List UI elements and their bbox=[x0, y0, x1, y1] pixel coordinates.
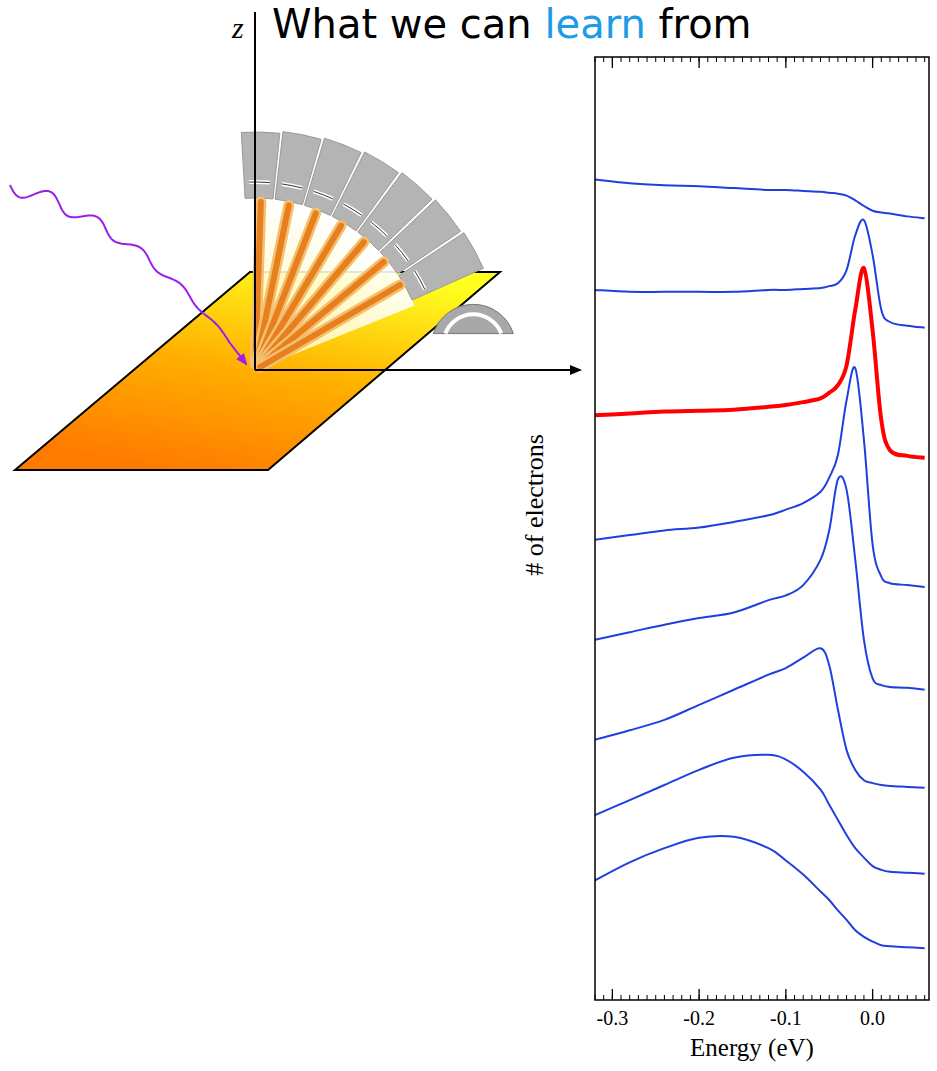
arpes-diagram: z bbox=[10, 11, 580, 470]
x-tick bbox=[872, 989, 873, 1000]
edc-curve bbox=[595, 268, 925, 458]
curves bbox=[595, 180, 925, 949]
x-tick-label: -0.2 bbox=[683, 1007, 715, 1029]
analyzer-slit bbox=[371, 222, 387, 236]
analyzer-slit bbox=[415, 271, 425, 289]
photon bbox=[10, 185, 246, 364]
edc-curve bbox=[595, 180, 925, 219]
analyzer-slit-edge bbox=[415, 271, 425, 289]
x-tick bbox=[698, 989, 699, 1000]
page: What we can learn from z -0.3 -0.2 -0.1 0.0 En… bbox=[0, 0, 937, 1071]
edc-curve bbox=[595, 367, 925, 587]
edc-curve bbox=[595, 648, 925, 788]
x-tick-label: -0.3 bbox=[597, 1007, 629, 1029]
analyzer-slit-edge bbox=[344, 204, 362, 215]
analyzer-slit-edge bbox=[249, 182, 270, 184]
x-tick bbox=[698, 57, 699, 68]
analyzer-slit bbox=[282, 184, 302, 188]
x-tick bbox=[785, 57, 786, 68]
title-part: What we can bbox=[272, 1, 532, 47]
analyzer-segment bbox=[241, 132, 280, 199]
edc-curve bbox=[595, 476, 925, 690]
analyzer-lens-slit bbox=[445, 314, 501, 333]
analyzer-segment bbox=[275, 132, 321, 205]
x-tick-label: 0.0 bbox=[860, 1007, 885, 1029]
chart: -0.3 -0.2 -0.1 0.0 Energy (eV) # of electrons bbox=[520, 57, 929, 1062]
z-axis bbox=[254, 12, 256, 370]
title-part: learn bbox=[532, 1, 646, 47]
title-part: from bbox=[646, 1, 752, 47]
x-tick-label: -0.1 bbox=[770, 1007, 802, 1029]
analyzer-lens bbox=[433, 304, 513, 333]
x-tick bbox=[612, 989, 613, 1000]
analyzer-slit bbox=[344, 204, 362, 215]
x-axis-arrow bbox=[255, 369, 580, 371]
electron-ray bbox=[260, 285, 400, 367]
x-tick bbox=[872, 57, 873, 68]
analyzer-slit-edge bbox=[314, 191, 333, 199]
y-axis-title: # of electrons bbox=[520, 434, 549, 576]
analyzer-slit-edge bbox=[395, 245, 408, 261]
analyzer-slit-edge bbox=[282, 184, 302, 188]
title: What we can learn from bbox=[272, 1, 752, 47]
x-axis-title: Energy (eV) bbox=[690, 1034, 814, 1062]
analyzer-slit bbox=[314, 191, 333, 199]
analyzer-slit-edge bbox=[371, 222, 387, 236]
edc-curve bbox=[595, 836, 925, 948]
analyzer-slit bbox=[395, 245, 408, 261]
electron-ray-glow bbox=[260, 285, 400, 367]
analyzer-slit bbox=[249, 180, 270, 185]
x-tick bbox=[785, 989, 786, 1000]
z-label: z bbox=[231, 11, 244, 44]
x-tick bbox=[612, 57, 613, 68]
plot-frame bbox=[595, 57, 929, 1000]
edc-curve bbox=[595, 219, 925, 327]
